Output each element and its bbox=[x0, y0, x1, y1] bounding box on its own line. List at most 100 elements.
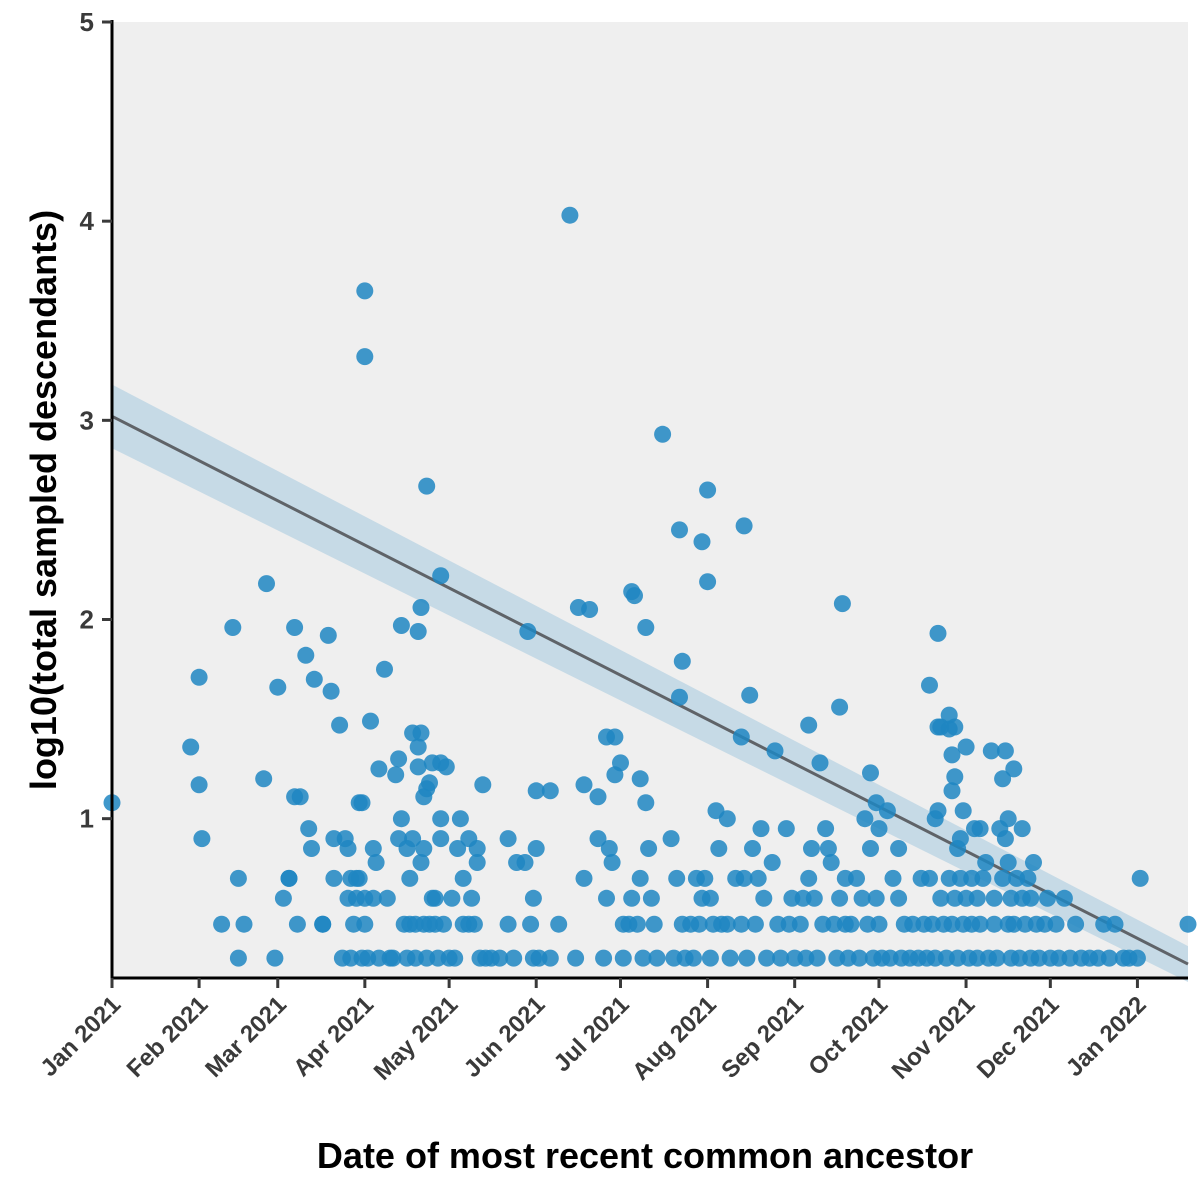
data-point bbox=[527, 782, 545, 800]
data-point bbox=[791, 915, 809, 933]
data-point bbox=[224, 619, 242, 636]
data-point bbox=[314, 915, 332, 933]
data-point bbox=[415, 840, 433, 857]
data-point bbox=[701, 889, 719, 907]
data-point bbox=[409, 738, 427, 756]
data-point bbox=[1055, 889, 1073, 907]
data-point bbox=[842, 915, 860, 933]
x-tick-label: Jul 2021 bbox=[549, 991, 635, 1077]
data-point bbox=[325, 869, 343, 887]
data-point bbox=[741, 686, 759, 704]
data-point bbox=[266, 949, 284, 967]
data-point bbox=[819, 840, 837, 857]
data-point bbox=[384, 949, 402, 967]
y-tick-label: 2 bbox=[80, 605, 94, 635]
data-point bbox=[811, 754, 829, 772]
y-axis-ticks: 1 2 3 4 5 bbox=[80, 7, 112, 834]
data-point bbox=[1013, 820, 1031, 838]
data-point bbox=[755, 889, 773, 907]
data-point bbox=[971, 820, 989, 838]
data-point bbox=[982, 742, 1000, 760]
data-point bbox=[418, 477, 436, 495]
data-point bbox=[642, 889, 660, 907]
data-point bbox=[699, 481, 717, 499]
data-point bbox=[862, 840, 879, 857]
data-point bbox=[550, 915, 568, 933]
data-point bbox=[603, 854, 621, 871]
data-point bbox=[404, 830, 422, 848]
data-point bbox=[595, 949, 613, 967]
data-point bbox=[1039, 889, 1056, 907]
data-point bbox=[213, 915, 231, 933]
data-point bbox=[421, 774, 438, 792]
data-point bbox=[598, 889, 615, 907]
data-point bbox=[921, 676, 938, 694]
data-point bbox=[463, 889, 481, 907]
data-point bbox=[426, 889, 444, 907]
data-point bbox=[954, 802, 972, 820]
data-point bbox=[387, 766, 405, 784]
data-point bbox=[800, 716, 818, 734]
data-point bbox=[291, 788, 309, 806]
data-point bbox=[766, 742, 784, 760]
data-point bbox=[527, 840, 545, 857]
data-point bbox=[575, 869, 593, 887]
data-point bbox=[685, 949, 702, 967]
y-tick-label: 5 bbox=[80, 7, 94, 37]
data-point bbox=[645, 915, 663, 933]
data-point bbox=[474, 776, 492, 794]
data-point bbox=[946, 718, 964, 736]
data-point bbox=[772, 949, 790, 967]
data-point bbox=[746, 915, 764, 933]
data-point bbox=[392, 617, 410, 634]
data-point bbox=[367, 854, 385, 871]
data-point bbox=[996, 830, 1014, 848]
data-point bbox=[943, 782, 961, 800]
data-point bbox=[833, 595, 851, 613]
data-point bbox=[862, 764, 879, 782]
data-point bbox=[409, 623, 427, 640]
data-point bbox=[541, 782, 559, 800]
data-point bbox=[356, 348, 374, 366]
data-point bbox=[491, 949, 509, 967]
data-point bbox=[229, 949, 247, 967]
data-point bbox=[519, 623, 537, 640]
data-point bbox=[1019, 869, 1037, 887]
x-tick-label: Oct 2021 bbox=[803, 991, 893, 1081]
data-point bbox=[628, 915, 646, 933]
data-point bbox=[929, 802, 947, 820]
data-point bbox=[831, 889, 849, 907]
data-point bbox=[758, 949, 776, 967]
data-point bbox=[437, 758, 455, 776]
data-point bbox=[631, 770, 649, 788]
data-point bbox=[319, 626, 337, 644]
x-tick-label: Apr 2021 bbox=[288, 991, 379, 1082]
data-point bbox=[696, 869, 714, 887]
data-point bbox=[735, 869, 753, 887]
data-point bbox=[701, 949, 719, 967]
data-point bbox=[831, 698, 849, 716]
data-point bbox=[671, 688, 688, 706]
data-point bbox=[356, 282, 374, 300]
data-point bbox=[190, 776, 208, 794]
data-point bbox=[305, 670, 323, 688]
data-point bbox=[946, 768, 964, 786]
data-point bbox=[412, 854, 430, 871]
data-point bbox=[721, 949, 739, 967]
data-point bbox=[269, 678, 287, 696]
data-point bbox=[699, 573, 717, 591]
data-point bbox=[718, 810, 736, 828]
data-point bbox=[890, 889, 908, 907]
data-point bbox=[589, 788, 607, 806]
data-point bbox=[499, 830, 517, 848]
data-point bbox=[690, 915, 708, 933]
data-point bbox=[856, 810, 874, 828]
data-point bbox=[732, 728, 750, 746]
data-point bbox=[817, 820, 835, 838]
data-point bbox=[870, 820, 888, 838]
data-point bbox=[606, 728, 624, 746]
data-point bbox=[850, 949, 868, 967]
data-point bbox=[350, 869, 368, 887]
data-point bbox=[193, 830, 211, 848]
